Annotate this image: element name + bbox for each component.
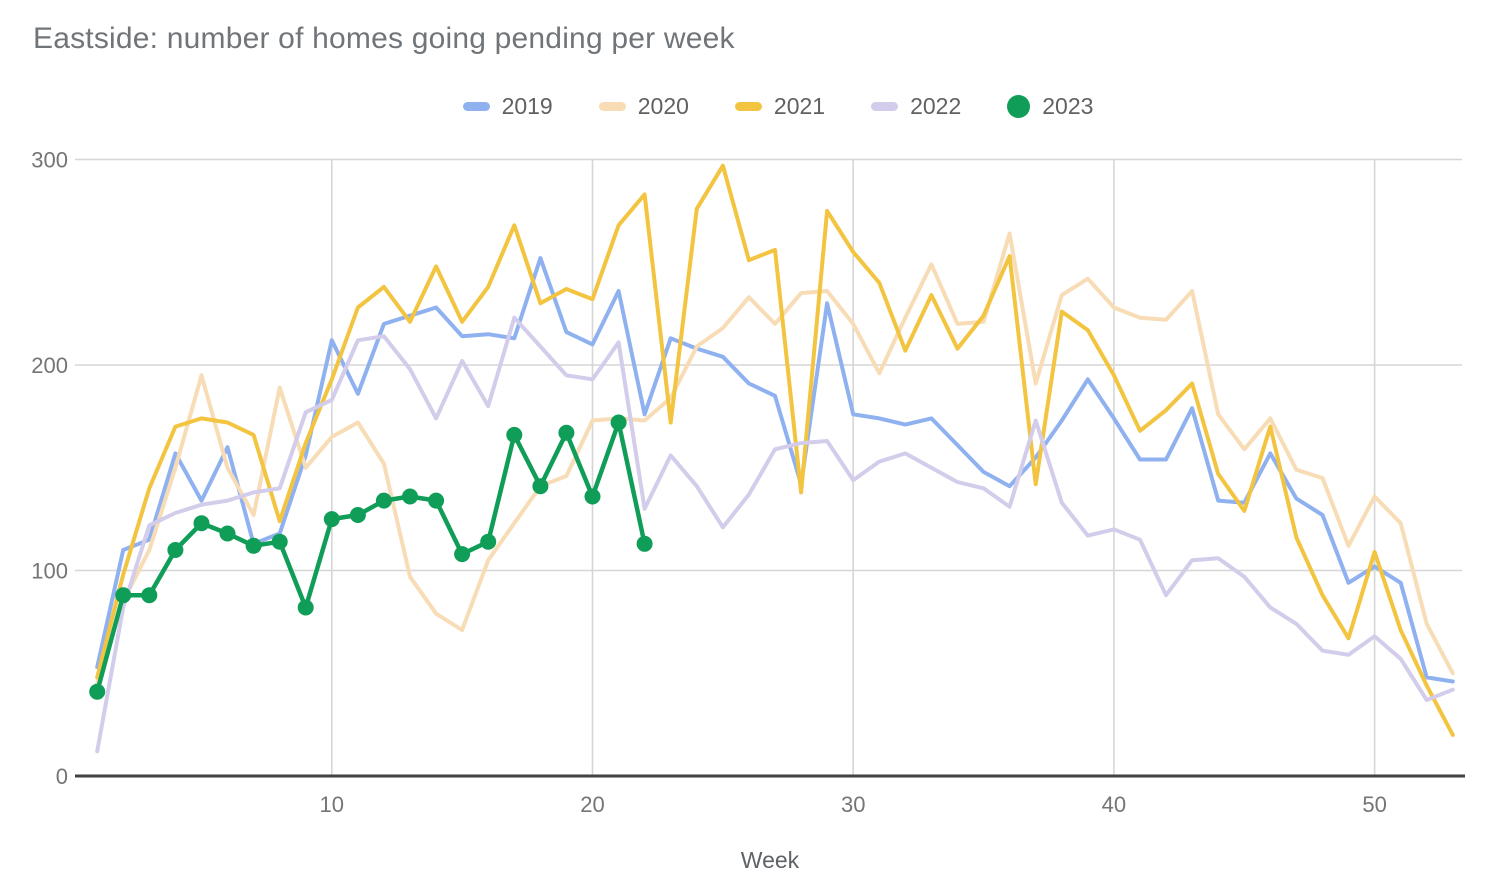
data-point-2023-w17[interactable]	[506, 426, 523, 443]
legend-item-2021: 2021	[734, 93, 826, 120]
data-point-2023-w3[interactable]	[141, 587, 158, 604]
legend-swatch-2021	[734, 102, 762, 111]
data-point-2023-w6[interactable]	[219, 525, 236, 542]
data-point-2023-w19[interactable]	[558, 424, 575, 441]
legend-swatch-2022	[871, 102, 899, 111]
data-point-2023-w1[interactable]	[89, 683, 106, 700]
y-tick-label-100: 100	[31, 559, 68, 584]
x-tick-label-50: 50	[1362, 792, 1386, 817]
series-line-2021[interactable]	[95, 163, 1455, 737]
legend: 2019 2020 2021 2022 2023	[60, 93, 1496, 120]
legend-item-2020: 2020	[598, 93, 689, 120]
data-point-2023-w13[interactable]	[402, 488, 418, 505]
x-axis-title: Week	[740, 847, 800, 873]
data-point-2023-w14[interactable]	[428, 492, 445, 509]
series-line-2022[interactable]	[95, 315, 1455, 754]
x-tick-label-10: 10	[320, 792, 344, 817]
legend-swatch-2019	[462, 102, 490, 111]
y-tick-label-200: 200	[31, 353, 68, 378]
data-point-2023-w22[interactable]	[636, 535, 653, 552]
legend-label: 2021	[773, 93, 826, 119]
data-point-2023-w15[interactable]	[454, 546, 471, 563]
data-point-2023-w4[interactable]	[167, 542, 184, 558]
data-point-2023-w16[interactable]	[480, 533, 497, 550]
y-tick-label-0: 0	[56, 764, 68, 789]
data-point-2023-w2[interactable]	[115, 587, 132, 604]
data-point-2023-w11[interactable]	[349, 507, 366, 523]
data-point-2023-w18[interactable]	[532, 478, 549, 495]
data-point-2023-w8[interactable]	[271, 533, 288, 550]
legend-label: 2020	[637, 93, 689, 119]
data-point-2023-w5[interactable]	[193, 515, 210, 532]
chart-title: Eastside: number of homes going pending …	[33, 22, 735, 55]
legend-item-2023: 2023	[1007, 93, 1093, 120]
legend-swatch-2020	[598, 102, 626, 111]
x-tick-label-40: 40	[1102, 792, 1126, 817]
data-point-2023-w9[interactable]	[297, 599, 314, 616]
data-point-2023-w12[interactable]	[375, 492, 392, 509]
data-point-2023-w20[interactable]	[584, 488, 601, 505]
legend-item-2022: 2022	[871, 93, 961, 120]
legend-label: 2022	[910, 93, 962, 119]
data-point-2023-w7[interactable]	[245, 537, 262, 554]
legend-swatch-2023	[1007, 95, 1031, 118]
legend-label: 2023	[1042, 93, 1094, 119]
series-line-2023[interactable]	[94, 420, 647, 694]
y-tick-label-300: 300	[31, 148, 68, 173]
series-line-2019[interactable]	[95, 256, 1455, 684]
data-point-2023-w21[interactable]	[610, 414, 627, 431]
series-line-2020[interactable]	[95, 231, 1455, 686]
x-tick-label-20: 20	[580, 792, 604, 817]
legend-label: 2019	[501, 93, 553, 119]
x-tick-label-30: 30	[841, 792, 865, 817]
legend-item-2019: 2019	[462, 93, 553, 120]
data-point-2023-w10[interactable]	[323, 511, 340, 528]
